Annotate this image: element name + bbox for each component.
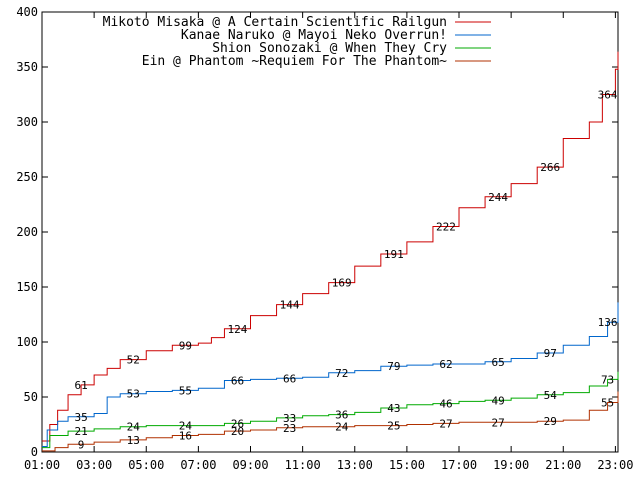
data-label: 27 (439, 417, 452, 430)
data-label: 21 (74, 425, 87, 438)
data-label: 25 (387, 420, 400, 433)
data-label: 20 (231, 425, 244, 438)
data-label: 26 (231, 417, 244, 430)
data-label: 13 (127, 434, 140, 447)
y-tick-label: 400 (16, 5, 38, 19)
x-tick-label: 11:00 (285, 458, 321, 472)
y-tick-label: 200 (16, 225, 38, 239)
data-label: 99 (179, 339, 192, 352)
data-label: 169 (332, 277, 352, 290)
data-label: 66 (231, 375, 244, 388)
x-tick-label: 19:00 (493, 458, 529, 472)
y-tick-label: 250 (16, 170, 38, 184)
x-tick-label: 17:00 (441, 458, 477, 472)
legend-label: Mikoto Misaka @ A Certain Scientific Rai… (103, 15, 447, 30)
data-label: 27 (491, 416, 504, 429)
y-tick-label: 350 (16, 60, 38, 74)
legend-label: Ein @ Phantom ~Requiem For The Phantom~ (142, 54, 447, 69)
data-label: 16 (179, 430, 192, 443)
data-label: 54 (544, 389, 558, 402)
data-label: 24 (179, 420, 193, 433)
series-line-3 (42, 391, 619, 452)
data-label: 53 (127, 388, 140, 401)
x-tick-label: 15:00 (389, 458, 425, 472)
data-label: 222 (436, 221, 456, 234)
data-label: 49 (491, 394, 504, 407)
data-label: 52 (127, 354, 140, 367)
data-label: 61 (74, 379, 87, 392)
x-tick-label: 03:00 (76, 458, 112, 472)
y-tick-label: 50 (24, 390, 38, 404)
legend-label: Shion Sonozaki @ When They Cry (212, 41, 447, 56)
series-line-1 (42, 302, 619, 447)
x-tick-label: 13:00 (337, 458, 373, 472)
data-label: 79 (387, 360, 400, 373)
data-label: 23 (283, 422, 296, 435)
x-tick-label: 07:00 (180, 458, 216, 472)
data-label: 66 (283, 372, 296, 385)
data-label: 244 (488, 191, 508, 204)
data-label: 46 (439, 398, 452, 411)
data-label: 72 (335, 367, 348, 380)
data-label: 24 (127, 421, 141, 434)
data-label: 65 (491, 356, 504, 369)
legend-label: Kanae Naruko @ Mayoi Neko Overrun! (181, 28, 447, 43)
data-label: 73 (601, 373, 614, 386)
data-label: 29 (544, 415, 557, 428)
data-label: 97 (544, 347, 557, 360)
data-label: 62 (439, 358, 452, 371)
y-tick-label: 300 (16, 115, 38, 129)
data-label: 9 (78, 438, 85, 451)
x-tick-label: 01:00 (24, 458, 60, 472)
x-tick-label: 23:00 (597, 458, 633, 472)
x-tick-label: 21:00 (545, 458, 581, 472)
series-line-0 (42, 51, 619, 442)
y-tick-label: 150 (16, 280, 38, 294)
data-label: 36 (335, 409, 348, 422)
data-label: 33 (283, 412, 296, 425)
data-label: 136 (598, 316, 618, 329)
data-label: 266 (540, 161, 560, 174)
series-line-2 (42, 371, 619, 449)
data-label: 43 (387, 402, 400, 415)
x-tick-label: 05:00 (128, 458, 164, 472)
data-label: 55 (601, 397, 614, 410)
data-label: 55 (179, 384, 192, 397)
data-label: 191 (384, 248, 404, 261)
x-tick-label: 09:00 (232, 458, 268, 472)
data-label: 124 (228, 323, 248, 336)
y-tick-label: 0 (31, 445, 38, 459)
data-label: 24 (335, 421, 349, 434)
data-label: 144 (280, 299, 300, 312)
data-label: 35 (74, 411, 87, 424)
plot-frame (41, 11, 619, 453)
data-label: 364 (598, 89, 618, 102)
y-tick-label: 100 (16, 335, 38, 349)
